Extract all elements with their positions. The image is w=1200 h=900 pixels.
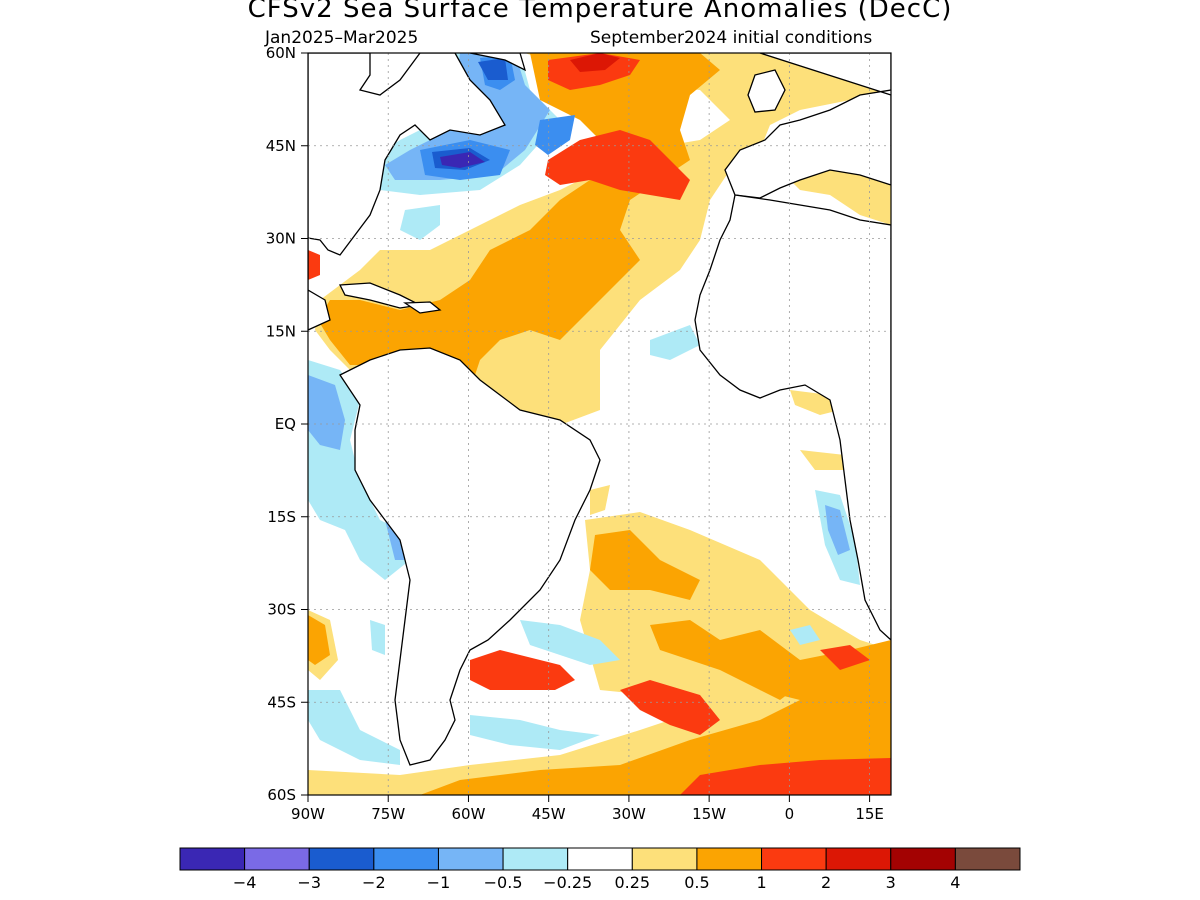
africa — [694, 194, 891, 641]
colorbar-label: −1 — [427, 873, 451, 892]
longitude-labels: 90W 75W 60W 45W 30W 15W 0 15E — [291, 795, 884, 823]
colorbar-swatch — [437, 847, 504, 871]
colorbar-label: −0.5 — [484, 873, 523, 892]
colorbar-swatch — [502, 847, 569, 871]
colorbar-swatch — [244, 847, 310, 871]
latitude-label: 15S — [267, 508, 296, 526]
colorbar-swatch — [954, 847, 1021, 871]
colorbar-swatch — [825, 847, 892, 871]
anomaly-field-2-3 — [570, 53, 620, 72]
latitude-labels: 60N 45N 30N 15N EQ 15S 30S 45S 60S — [266, 44, 308, 804]
colorbar-label: −2 — [362, 873, 386, 892]
initial-conditions: September2024 initial conditions — [590, 28, 873, 48]
longitude-label: 90W — [291, 805, 325, 823]
colorbar-label: 2 — [821, 873, 831, 892]
longitude-label: 75W — [371, 805, 405, 823]
longitude-label: 60W — [451, 805, 485, 823]
colorbar-swatch — [631, 847, 698, 871]
latitude-label: 60S — [267, 786, 296, 804]
colorbar-label: 0.5 — [684, 873, 709, 892]
north-america — [308, 53, 506, 331]
british-isles — [747, 69, 786, 113]
colorbar-label: 3 — [886, 873, 896, 892]
colorbar-swatch — [567, 847, 633, 871]
colorbar-swatch — [308, 847, 375, 871]
longitude-label: 45W — [532, 805, 566, 823]
colorbar-swatch — [373, 847, 439, 871]
hispaniola — [402, 301, 442, 314]
latitude-label: 30S — [267, 601, 296, 619]
longitude-label: 15W — [692, 805, 726, 823]
colorbar-label: −4 — [233, 873, 257, 892]
latitude-label: 45N — [266, 137, 296, 155]
longitude-label: 30W — [612, 805, 646, 823]
forecast-period: Jan2025–Mar2025 — [265, 28, 419, 48]
longitude-label: 0 — [785, 805, 795, 823]
longitude-label: 15E — [855, 805, 884, 823]
greenland — [469, 53, 527, 72]
map-title: CFSv2 Sea Surface Temperature Anomalies … — [247, 0, 953, 24]
anomaly-field-1-2 — [308, 53, 891, 795]
colorbar-labels: −4 −3 −2 −1 −0.5 −0.25 0.25 0.5 1 2 3 4 — [233, 873, 961, 892]
latitude-label: 30N — [266, 230, 296, 248]
coastlines — [308, 53, 891, 766]
colorbar-swatch — [761, 847, 827, 871]
colorbar-swatch — [179, 847, 246, 871]
colorbar-label: 0.25 — [614, 873, 650, 892]
anomaly-field-neg3-neg4 — [440, 152, 485, 168]
latitude-label: 60N — [266, 44, 296, 62]
latitude-label: EQ — [275, 415, 296, 433]
colorbar-swatch — [696, 847, 763, 871]
latitude-label: 15N — [266, 322, 296, 340]
colorbar-label: 1 — [756, 873, 766, 892]
south-america — [339, 347, 601, 766]
colorbar-label: −3 — [297, 873, 321, 892]
gridlines — [308, 53, 891, 795]
colorbar — [179, 847, 1021, 871]
europe — [724, 53, 891, 199]
colorbar-swatch — [890, 847, 956, 871]
colorbar-label: −0.25 — [543, 873, 592, 892]
colorbar-label: 4 — [950, 873, 960, 892]
latitude-label: 45S — [267, 693, 296, 711]
